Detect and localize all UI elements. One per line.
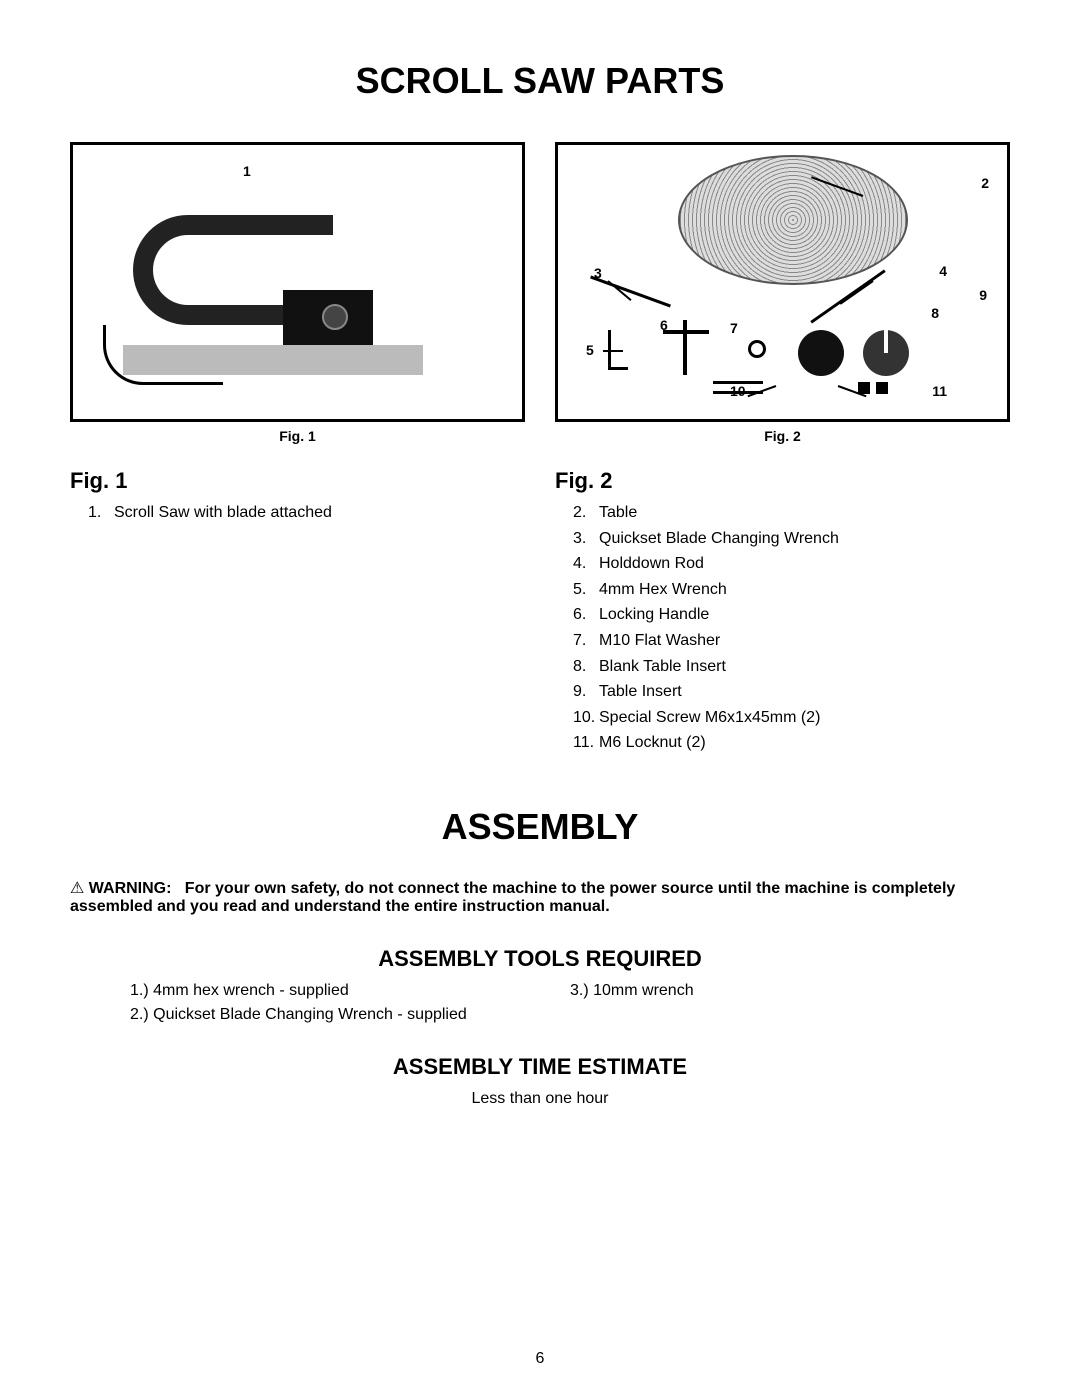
item-text: Table Insert — [599, 679, 682, 705]
list-item: 7.M10 Flat Washer — [573, 628, 1010, 654]
scroll-saw-image — [103, 185, 403, 385]
item-number: 2. — [573, 500, 599, 526]
table-insert-icon — [863, 330, 909, 376]
warning-icon: ⚠ — [70, 880, 84, 897]
fig2-column: 2 3 4 5 6 7 8 9 10 11 Fig. 2 Fig. 2 2.Ta… — [555, 142, 1010, 756]
item-text: Special Screw M6x1x45mm (2) — [599, 705, 820, 731]
figures-row: 1 Fig. 1 Fig. 1 1. Scroll Saw with blade… — [70, 142, 1010, 756]
tools-col-right: 3.) 10mm wrench — [570, 982, 1010, 1024]
fig2-parts-list: 2.Table 3.Quickset Blade Changing Wrench… — [555, 500, 1010, 756]
fig2-callout-7: 7 — [730, 320, 738, 336]
list-item: 2.Table — [573, 500, 1010, 526]
item-number: 7. — [573, 628, 599, 654]
fig2-outer-caption: Fig. 2 — [555, 468, 1010, 494]
list-item: 5.4mm Hex Wrench — [573, 577, 1010, 603]
tool-item: 1.) 4mm hex wrench - supplied — [130, 982, 570, 1000]
list-item: 8.Blank Table Insert — [573, 654, 1010, 680]
page-number: 6 — [0, 1350, 1080, 1368]
table-part-icon — [678, 155, 908, 285]
item-text: Holddown Rod — [599, 551, 704, 577]
list-item: 6.Locking Handle — [573, 602, 1010, 628]
fig2-callout-5: 5 — [586, 342, 594, 358]
item-number: 5. — [573, 577, 599, 603]
fig2-callout-8: 8 — [931, 305, 939, 321]
fig2-callout-4: 4 — [939, 263, 947, 279]
warning-block: ⚠ WARNING: For your own safety, do not c… — [70, 878, 1010, 916]
list-item: 4.Holddown Rod — [573, 551, 1010, 577]
fig2-callout-11: 11 — [932, 383, 947, 399]
tool-item: 3.) 10mm wrench — [570, 982, 1010, 1000]
fig2-callout-10: 10 — [730, 383, 746, 399]
fig2-box: 2 3 4 5 6 7 8 9 10 11 — [555, 142, 1010, 422]
warning-text: For your own safety, do not connect the … — [70, 880, 955, 915]
fig1-parts-list: 1. Scroll Saw with blade attached — [70, 500, 525, 526]
item-text: 4mm Hex Wrench — [599, 577, 727, 603]
fig1-inner-caption: Fig. 1 — [70, 428, 525, 444]
item-text: Table — [599, 500, 637, 526]
list-item: 1. Scroll Saw with blade attached — [88, 500, 525, 526]
fig2-inner-caption: Fig. 2 — [555, 428, 1010, 444]
fig1-callout-1: 1 — [243, 163, 251, 179]
list-item: 3.Quickset Blade Changing Wrench — [573, 526, 1010, 552]
item-text: M6 Locknut (2) — [599, 730, 706, 756]
item-text: M10 Flat Washer — [599, 628, 720, 654]
item-number: 4. — [573, 551, 599, 577]
item-number: 9. — [573, 679, 599, 705]
washer-icon — [748, 340, 766, 358]
wrench-icon — [590, 276, 671, 308]
list-item: 10.Special Screw M6x1x45mm (2) — [573, 705, 1010, 731]
fig1-box: 1 — [70, 142, 525, 422]
fig1-outer-caption: Fig. 1 — [70, 468, 525, 494]
tools-row: 1.) 4mm hex wrench - supplied 2.) Quicks… — [70, 982, 1010, 1024]
item-number: 10. — [573, 705, 599, 731]
tools-title: ASSEMBLY TOOLS REQUIRED — [70, 946, 1010, 972]
blank-insert-icon — [798, 330, 844, 376]
item-number: 8. — [573, 654, 599, 680]
list-item: 9.Table Insert — [573, 679, 1010, 705]
item-text: Quickset Blade Changing Wrench — [599, 526, 839, 552]
tools-col-left: 1.) 4mm hex wrench - supplied 2.) Quicks… — [130, 982, 570, 1024]
item-number: 1. — [88, 500, 114, 526]
item-text: Scroll Saw with blade attached — [114, 500, 332, 526]
fig1-column: 1 Fig. 1 Fig. 1 1. Scroll Saw with blade… — [70, 142, 525, 756]
fig2-callout-2: 2 — [981, 175, 989, 191]
item-text: Locking Handle — [599, 602, 709, 628]
time-title: ASSEMBLY TIME ESTIMATE — [70, 1054, 1010, 1080]
item-number: 6. — [573, 602, 599, 628]
fig2-callout-9: 9 — [979, 287, 987, 303]
page-title-assembly: ASSEMBLY — [70, 806, 1010, 848]
fig2-callout-3: 3 — [594, 265, 602, 281]
fig2-callout-6: 6 — [660, 317, 668, 333]
warning-label: WARNING: — [89, 880, 172, 897]
list-item: 11.M6 Locknut (2) — [573, 730, 1010, 756]
tool-item: 2.) Quickset Blade Changing Wrench - sup… — [130, 1006, 570, 1024]
page-title-parts: SCROLL SAW PARTS — [70, 60, 1010, 102]
item-text: Blank Table Insert — [599, 654, 726, 680]
time-text: Less than one hour — [70, 1090, 1010, 1108]
item-number: 3. — [573, 526, 599, 552]
item-number: 11. — [573, 730, 599, 756]
locknut-icon — [876, 382, 888, 394]
